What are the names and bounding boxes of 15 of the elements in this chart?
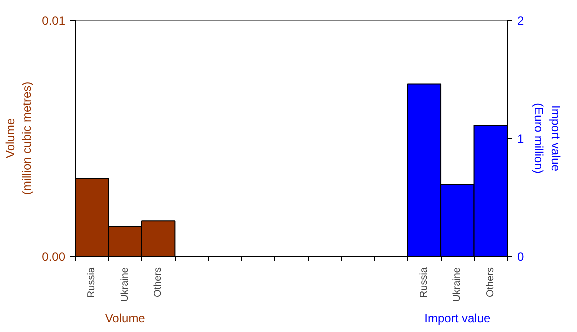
y2-tick-label: 1	[518, 132, 524, 146]
x-tick-label: Ukraine	[452, 267, 464, 302]
x-tick-label: Others	[485, 267, 496, 298]
y2-tick-label: 2	[518, 14, 524, 28]
y2-axis-title: Import value (Euro million)	[532, 103, 563, 174]
y-tick-label: 0.00	[42, 250, 66, 264]
y-tick-label: 0.01	[42, 14, 66, 28]
text: Volume	[105, 312, 146, 326]
y2-tick-label: 0	[518, 250, 524, 264]
x-tick-label: Russia	[418, 267, 430, 298]
x-tick-label: Russia	[86, 267, 98, 298]
x-tick-label: Ukraine	[120, 267, 131, 302]
text: Import value	[424, 312, 491, 326]
y-axis-title: Volume (million cubic metres)	[3, 82, 34, 196]
x-tick-label: Others	[153, 267, 164, 298]
